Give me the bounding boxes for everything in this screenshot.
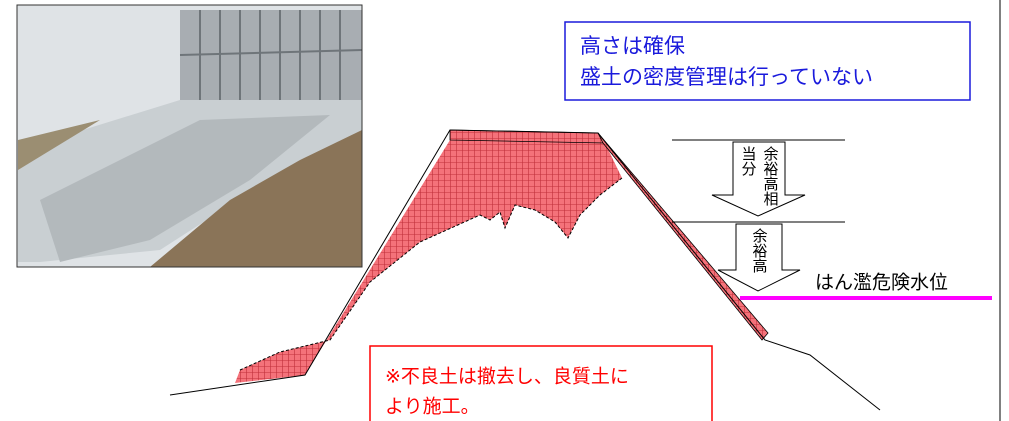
photo <box>16 4 363 268</box>
embankment <box>169 129 881 411</box>
info-line: 盛土の密度管理は行っていない <box>580 65 873 89</box>
info-line: 高さは確保 <box>580 34 685 58</box>
info-box <box>564 21 971 101</box>
arrow-text: 当分 <box>740 146 758 177</box>
water-level-label: はん濫危険水位 <box>815 272 948 294</box>
arrow <box>717 223 801 292</box>
note-box <box>369 345 713 421</box>
arrow-text: 余裕高相 <box>762 145 780 206</box>
note-line: より施工。 <box>385 396 480 418</box>
note-line: ※不良土は撤去し、良質土に <box>385 366 629 388</box>
arrow-text: 余裕高 <box>751 227 769 273</box>
arrow <box>711 141 806 217</box>
